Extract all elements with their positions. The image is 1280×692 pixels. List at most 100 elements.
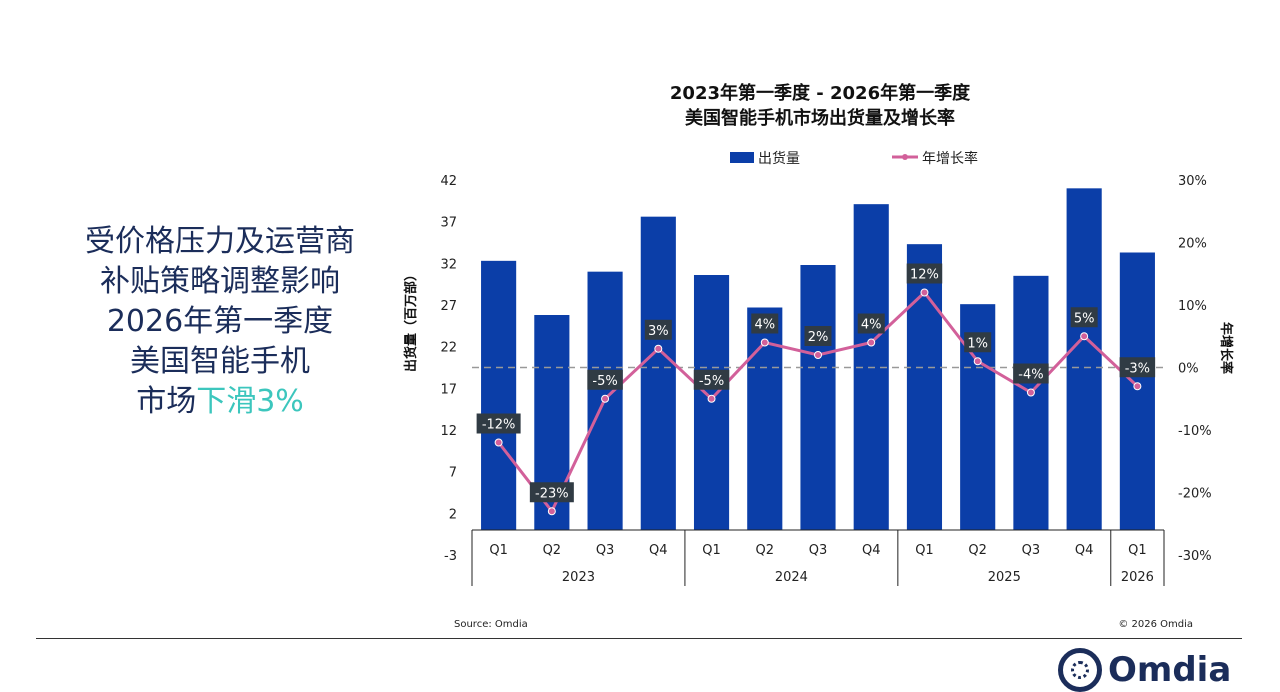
- growth-point: [1133, 382, 1142, 391]
- growth-data-label: -5%: [592, 374, 617, 389]
- omdia-logo: Omdia: [1058, 648, 1232, 692]
- growth-data-label: -5%: [699, 374, 724, 389]
- right-tick-label: 30%: [1178, 174, 1207, 189]
- growth-label-bg: [1119, 357, 1156, 378]
- headline-line5: 市场下滑3%: [40, 382, 400, 422]
- legend-bar-swatch: [730, 152, 754, 163]
- growth-data-label: 5%: [1074, 311, 1095, 326]
- growth-point: [601, 394, 610, 403]
- year-label: 2025: [988, 570, 1021, 585]
- growth-point: [1080, 332, 1089, 341]
- quarter-tick-label: Q3: [1022, 543, 1041, 558]
- growth-label-bg: [804, 326, 832, 346]
- growth-label-bg: [1013, 363, 1049, 384]
- growth-data-label: -3%: [1125, 361, 1150, 376]
- growth-point: [973, 357, 982, 366]
- right-tick-label: 20%: [1178, 237, 1207, 252]
- logo-text: Omdia: [1108, 650, 1232, 690]
- legend-line-label: 年增长率: [922, 150, 978, 167]
- growth-data-label: 4%: [754, 318, 775, 333]
- left-tick-label: 32: [440, 257, 457, 272]
- headline-line5-prefix: 市场: [136, 384, 197, 419]
- shipment-bar: [640, 216, 676, 530]
- quarter-tick-label: Q4: [862, 543, 881, 558]
- left-tick-label: 2: [449, 507, 457, 522]
- growth-label-bg: [964, 332, 992, 353]
- shipment-bar: [800, 265, 836, 530]
- headline-line2: 补贴策略调整影响: [100, 264, 340, 299]
- right-tick-label: 0%: [1178, 362, 1199, 377]
- right-tick-label: -20%: [1178, 487, 1212, 502]
- growth-label-bg: [906, 263, 943, 284]
- shipment-bar: [481, 260, 517, 530]
- growth-point: [867, 338, 876, 347]
- left-tick-label: 27: [440, 299, 457, 314]
- shipment-bar: [906, 244, 943, 530]
- copyright-note: © 2026 Omdia: [1118, 619, 1193, 630]
- shipment-bar: [1013, 275, 1049, 530]
- quarter-tick-label: Q2: [756, 543, 775, 558]
- quarter-tick-label: Q3: [596, 543, 615, 558]
- growth-data-label: 12%: [910, 268, 939, 283]
- growth-label-bg: [857, 313, 885, 334]
- growth-point: [814, 351, 822, 359]
- growth-label-bg: [644, 319, 672, 340]
- growth-label-bg: [587, 369, 623, 390]
- left-axis-label: 出货量（百万部）: [403, 268, 419, 372]
- left-tick-label: 7: [449, 466, 457, 481]
- growth-data-label: 3%: [648, 324, 669, 339]
- growth-point: [547, 507, 556, 516]
- legend-line-marker: [902, 154, 908, 160]
- growth-point: [654, 344, 663, 353]
- left-tick-label: -3: [444, 549, 457, 564]
- quarter-tick-label: Q2: [543, 543, 562, 558]
- year-label: 2023: [562, 570, 595, 585]
- left-tick-label: 22: [440, 341, 457, 356]
- growth-point: [920, 288, 929, 297]
- growth-label-bg: [693, 369, 730, 390]
- headline-line3: 2026年第一季度: [106, 304, 334, 339]
- growth-data-label: -23%: [535, 486, 569, 501]
- shipment-bar: [1066, 188, 1102, 531]
- growth-data-label: 1%: [967, 336, 988, 351]
- quarter-tick-label: Q2: [968, 543, 987, 558]
- headline-line4: 美国智能手机: [130, 344, 310, 379]
- right-tick-label: -10%: [1178, 424, 1212, 439]
- growth-point: [760, 338, 769, 347]
- growth-data-label: -12%: [482, 418, 516, 433]
- growth-data-label: 2%: [808, 330, 829, 345]
- year-label: 2024: [775, 570, 808, 585]
- year-label: 2026: [1121, 570, 1154, 585]
- growth-data-label: 4%: [861, 318, 882, 333]
- left-tick-label: 42: [440, 174, 457, 189]
- quarter-tick-label: Q1: [915, 543, 934, 558]
- omdia-logo-icon: [1058, 648, 1102, 692]
- right-tick-label: -30%: [1178, 549, 1212, 564]
- footer-divider: [36, 638, 1242, 639]
- left-tick-label: 17: [440, 382, 457, 397]
- right-tick-label: 10%: [1178, 299, 1207, 314]
- shipment-bar: [1119, 252, 1155, 530]
- headline-highlight: 下滑3%: [196, 384, 304, 419]
- chart-title-line2: 美国智能手机市场出货量及增长率: [685, 107, 955, 129]
- headline-line1: 受价格压力及运营商: [85, 224, 355, 259]
- right-axis-label: 年增长率: [1218, 322, 1234, 374]
- left-tick-label: 12: [440, 424, 457, 439]
- growth-label-bg: [476, 413, 521, 434]
- quarter-tick-label: Q4: [649, 543, 668, 558]
- shipments-chart: 2023年第一季度 - 2026年第一季度 美国智能手机市场出货量及增长率 出货…: [403, 82, 1234, 630]
- growth-point: [1026, 388, 1035, 397]
- growth-label-bg: [529, 482, 574, 503]
- source-note: Source: Omdia: [454, 619, 528, 630]
- growth-label-bg: [751, 313, 779, 334]
- quarter-tick-label: Q3: [809, 543, 828, 558]
- growth-point: [494, 438, 503, 447]
- growth-data-label: -4%: [1018, 368, 1043, 383]
- headline: 受价格压力及运营商 补贴策略调整影响 2026年第一季度 美国智能手机 市场下滑…: [40, 222, 400, 422]
- growth-point: [707, 394, 716, 403]
- quarter-tick-label: Q1: [702, 543, 721, 558]
- growth-label-bg: [1070, 307, 1098, 328]
- left-tick-label: 37: [440, 216, 457, 231]
- quarter-tick-label: Q1: [1128, 543, 1147, 558]
- legend-bar-label: 出货量: [758, 150, 800, 167]
